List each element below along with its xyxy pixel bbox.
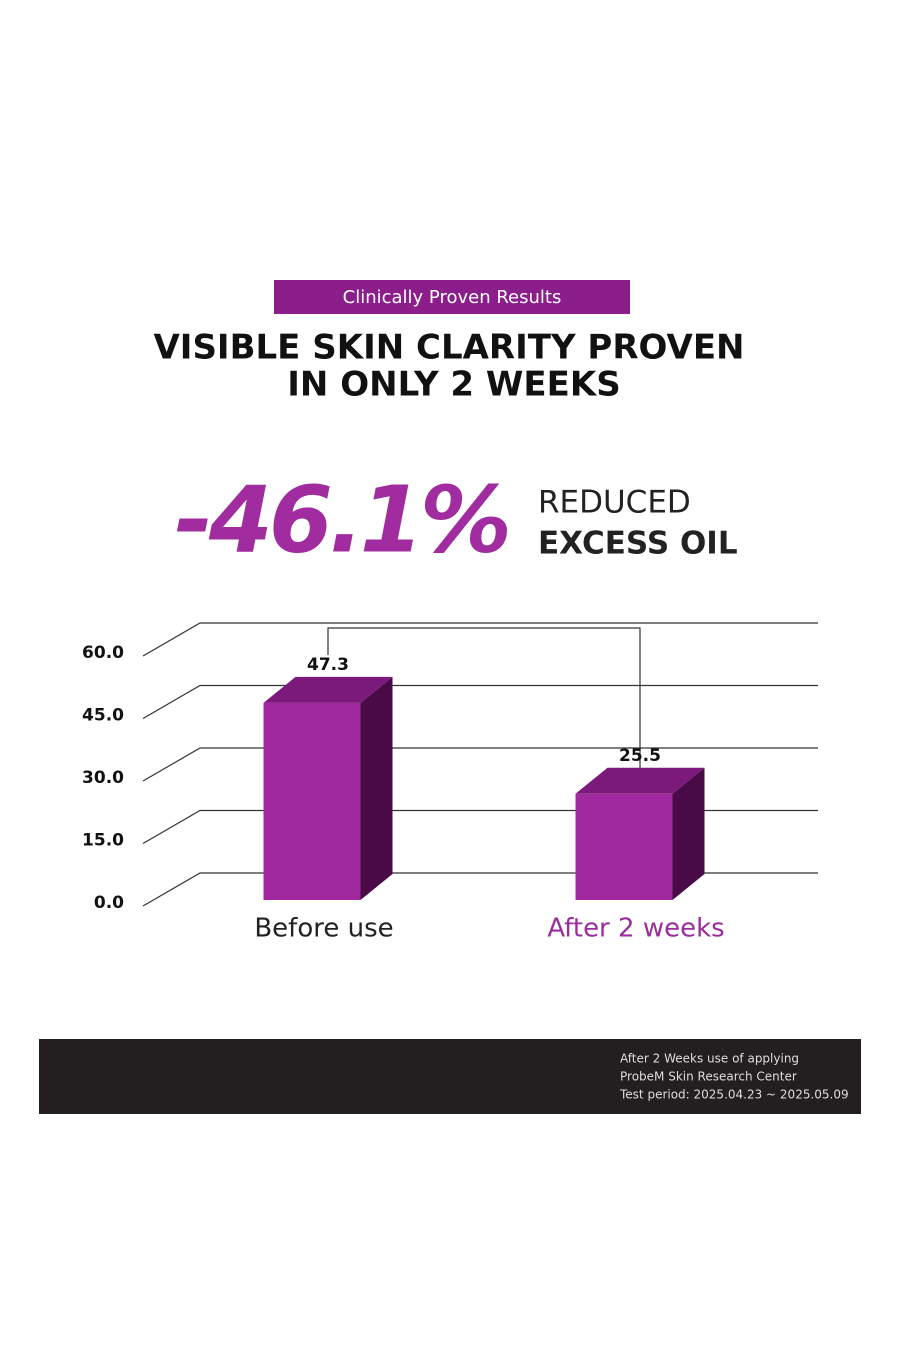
badge-bg: [274, 280, 630, 314]
bar: [575, 793, 673, 900]
grid-line: [142, 622, 818, 657]
bar-top: [263, 676, 393, 703]
y-tick-label: 15.0: [82, 831, 124, 851]
bar-top: [575, 767, 705, 794]
y-tick-label: 0.0: [94, 893, 124, 913]
value-label: 25.5: [619, 746, 661, 766]
footer-note: Test period: 2025.04.23 ~ 2025.05.09: [619, 1088, 849, 1102]
stat-text: REDUCED: [538, 485, 691, 521]
x-tick-label: After 2 weeks: [547, 914, 724, 944]
badge: Clinically Proven Results: [343, 287, 562, 308]
grid-line: [142, 809, 818, 845]
grid-line: [142, 747, 818, 782]
footer-note: After 2 Weeks use of applying: [620, 1052, 799, 1066]
y-tick-label: 60.0: [82, 643, 124, 663]
bar: [263, 702, 361, 900]
headline: IN ONLY 2 WEEKS: [287, 365, 620, 405]
value-label: 47.3: [307, 655, 349, 675]
bar-side: [672, 767, 705, 900]
bracket: [327, 627, 641, 770]
x-tick-label: Before use: [254, 914, 393, 944]
y-tick-label: 30.0: [82, 768, 124, 788]
grid-line: [142, 684, 818, 720]
stat-text: EXCESS OIL: [538, 526, 738, 562]
footer-bg: [39, 1039, 861, 1114]
stat: -46.1%: [175, 466, 508, 573]
grid-line: [142, 872, 818, 907]
bar-side: [360, 676, 393, 900]
y-tick-label: 45.0: [82, 706, 124, 726]
footer-note: ProbeM Skin Research Center: [620, 1070, 797, 1084]
headline: VISIBLE SKIN CLARITY PROVEN: [153, 328, 744, 368]
